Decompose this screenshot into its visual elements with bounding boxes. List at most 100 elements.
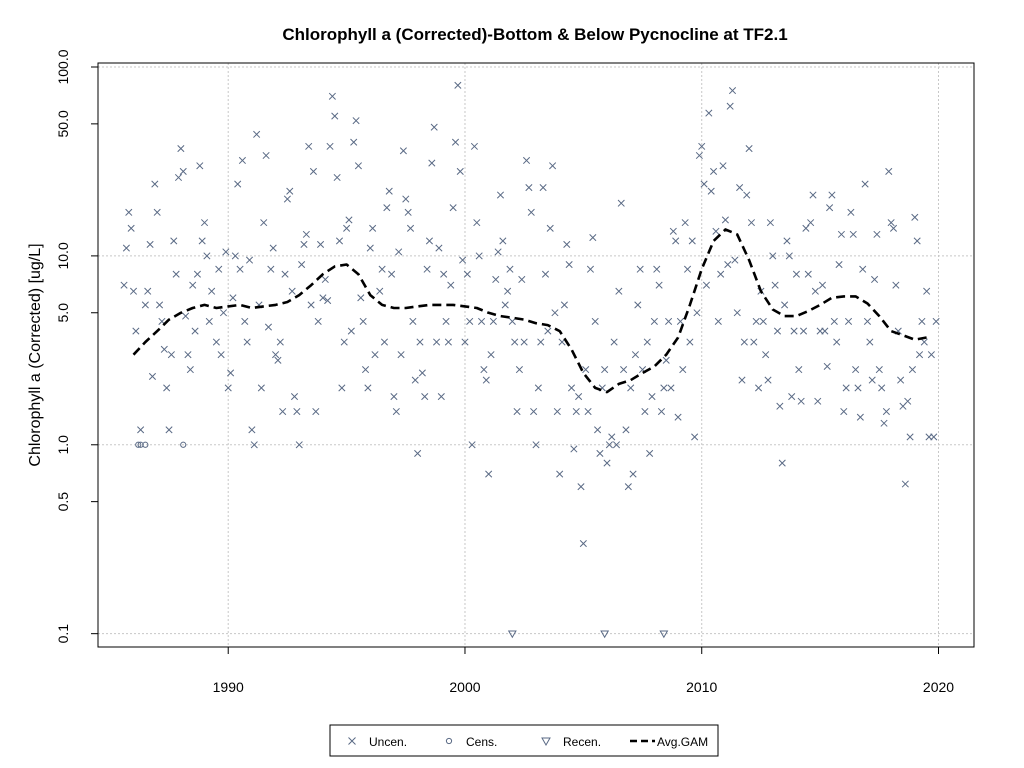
data-point-uncensored [579,539,587,548]
data-point-uncensored [298,260,306,269]
data-point-uncensored [563,240,571,248]
data-point-uncensored [305,142,313,150]
data-point-uncensored [343,224,351,232]
data-point-uncensored [151,180,159,188]
data-point-uncensored [392,407,400,416]
data-point-uncensored [875,366,883,374]
data-point-uncensored [444,338,452,346]
data-point-uncensored [778,459,786,467]
data-point-uncensored [404,208,412,216]
data-point-uncensored [856,413,864,421]
data-point-uncensored [463,270,471,278]
data-point-uncensored [702,281,711,289]
data-point-uncensored [821,327,829,335]
data-point-uncensored [416,338,424,346]
x-tick-label: 2010 [686,679,717,695]
data-point-uncensored [324,297,332,305]
data-point-uncensored [477,317,486,325]
data-point-uncensored [650,317,658,325]
data-point-uncensored [605,441,613,449]
data-point-uncensored [655,281,663,289]
data-point-uncensored [667,384,675,392]
data-point-uncensored [513,407,521,416]
data-point-uncensored [603,459,611,467]
legend-label: Recen. [563,735,601,749]
data-point-uncensored [347,327,355,335]
data-point-uncensored [506,265,514,273]
data-point-uncensored [908,366,916,374]
x-tick-label: 1990 [213,679,244,695]
y-axis: 0.1 0.5 1.0 5.0 10.0 50.0 100.0 [55,49,99,643]
data-point-uncensored [205,317,213,325]
data-point-uncensored [148,372,157,381]
data-point-uncensored [826,204,834,212]
data-point-uncensored [309,167,318,175]
data-point-uncensored [615,287,623,295]
data-point-recensored [600,630,610,639]
data-point-uncensored [300,240,308,248]
data-point-uncensored [932,317,940,325]
data-point-uncensored [913,237,921,245]
data-point-uncensored [442,317,450,325]
data-point-uncensored [224,384,232,392]
data-point-uncensored [769,252,777,260]
data-point-uncensored [804,270,812,278]
data-point-uncensored [620,366,628,374]
data-point-uncensored [653,265,661,273]
data-point-uncensored [366,244,374,252]
data-point-uncensored [525,184,533,192]
data-point-uncensored [215,265,223,273]
data-point-uncensored [878,384,886,392]
data-point-uncensored [229,294,237,302]
data-point-uncensored [712,227,720,235]
data-point-uncensored [927,351,935,359]
data-point-uncensored [795,366,803,374]
data-point-uncensored [539,184,547,192]
data-point-uncensored [530,407,538,416]
data-point-uncensored [747,219,756,227]
y-tick-label: 0.5 [55,492,71,512]
data-point-uncensored [802,224,810,232]
y-axis-label: Chlorophyll a (Corrected) [ug/L] [27,243,44,466]
data-point-uncensored [449,204,457,212]
data-point-uncensored [191,327,199,335]
data-point-uncensored [674,413,682,421]
data-point-uncensored [418,369,426,377]
data-point-uncensored [636,265,644,273]
data-point-uncensored [262,151,270,160]
y-tick-label: 10.0 [55,242,71,269]
data-point-uncensored [885,167,893,175]
data-point-uncensored [641,407,649,416]
data-point-uncensored [122,244,130,252]
data-point-uncensored [728,87,737,95]
data-point-uncensored [575,393,583,401]
data-point-uncensored [565,260,573,269]
x-tick-label: 2020 [923,679,954,695]
data-point-uncensored [754,384,763,392]
data-point-uncensored [156,301,164,309]
data-point-uncensored [736,184,744,192]
y-tick-label: 5.0 [55,303,71,323]
data-point-uncensored [612,441,621,449]
data-point-uncensored [428,159,436,167]
data-point-uncensored [904,397,912,405]
data-point-uncensored [785,252,793,260]
data-point-uncensored [551,309,559,317]
data-point-uncensored [844,317,853,325]
data-point-uncensored [828,191,836,199]
data-point-uncensored [622,426,630,434]
data-point-uncensored [312,407,320,416]
data-point-uncensored [212,338,220,346]
data-point-uncensored [511,338,519,346]
data-point-uncensored [589,234,597,242]
data-point-uncensored [714,317,722,325]
data-point-uncensored [901,480,909,488]
data-point-uncensored [485,470,493,478]
data-point-recensored [507,630,517,639]
data-point-uncensored [842,384,850,392]
data-point-uncensored [414,449,422,457]
data-point-uncensored [264,323,273,331]
data-point-uncensored [930,433,938,441]
data-point-uncensored [866,338,874,346]
data-point-uncensored [146,240,154,248]
